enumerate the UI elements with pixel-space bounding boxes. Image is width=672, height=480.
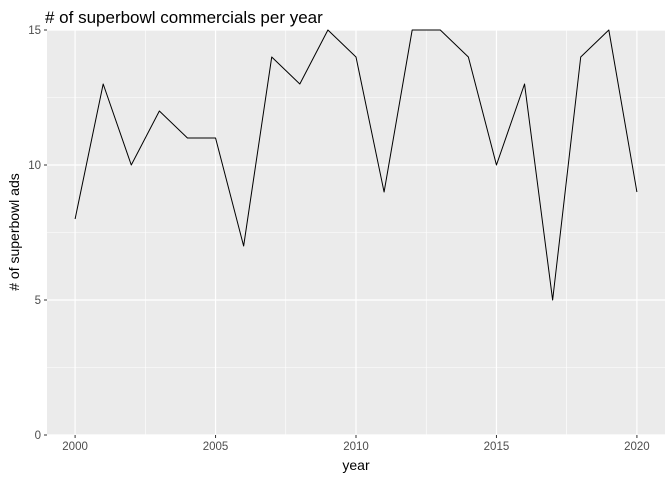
x-tick-label: 2015	[484, 441, 510, 453]
series-line	[74, 29, 638, 301]
tick-layer: 0 5 10 15 2000 2005 2010 2015 2020	[28, 25, 650, 453]
x-tick-label: 2020	[624, 441, 650, 453]
y-tick-label: 0	[35, 430, 41, 442]
line-layer	[74, 29, 638, 301]
x-tick-label: 2010	[343, 441, 369, 453]
y-tick-label: 10	[28, 160, 41, 172]
y-axis-title: # of superbowl ads	[6, 173, 22, 291]
y-tick-label: 5	[35, 295, 41, 307]
x-axis-title: year	[342, 457, 370, 473]
y-tick-label: 15	[28, 25, 41, 37]
x-tick-label: 2000	[62, 441, 88, 453]
chart-title: # of superbowl commercials per year	[45, 8, 323, 27]
x-tick-label: 2005	[203, 441, 229, 453]
grid-layer	[47, 29, 665, 436]
